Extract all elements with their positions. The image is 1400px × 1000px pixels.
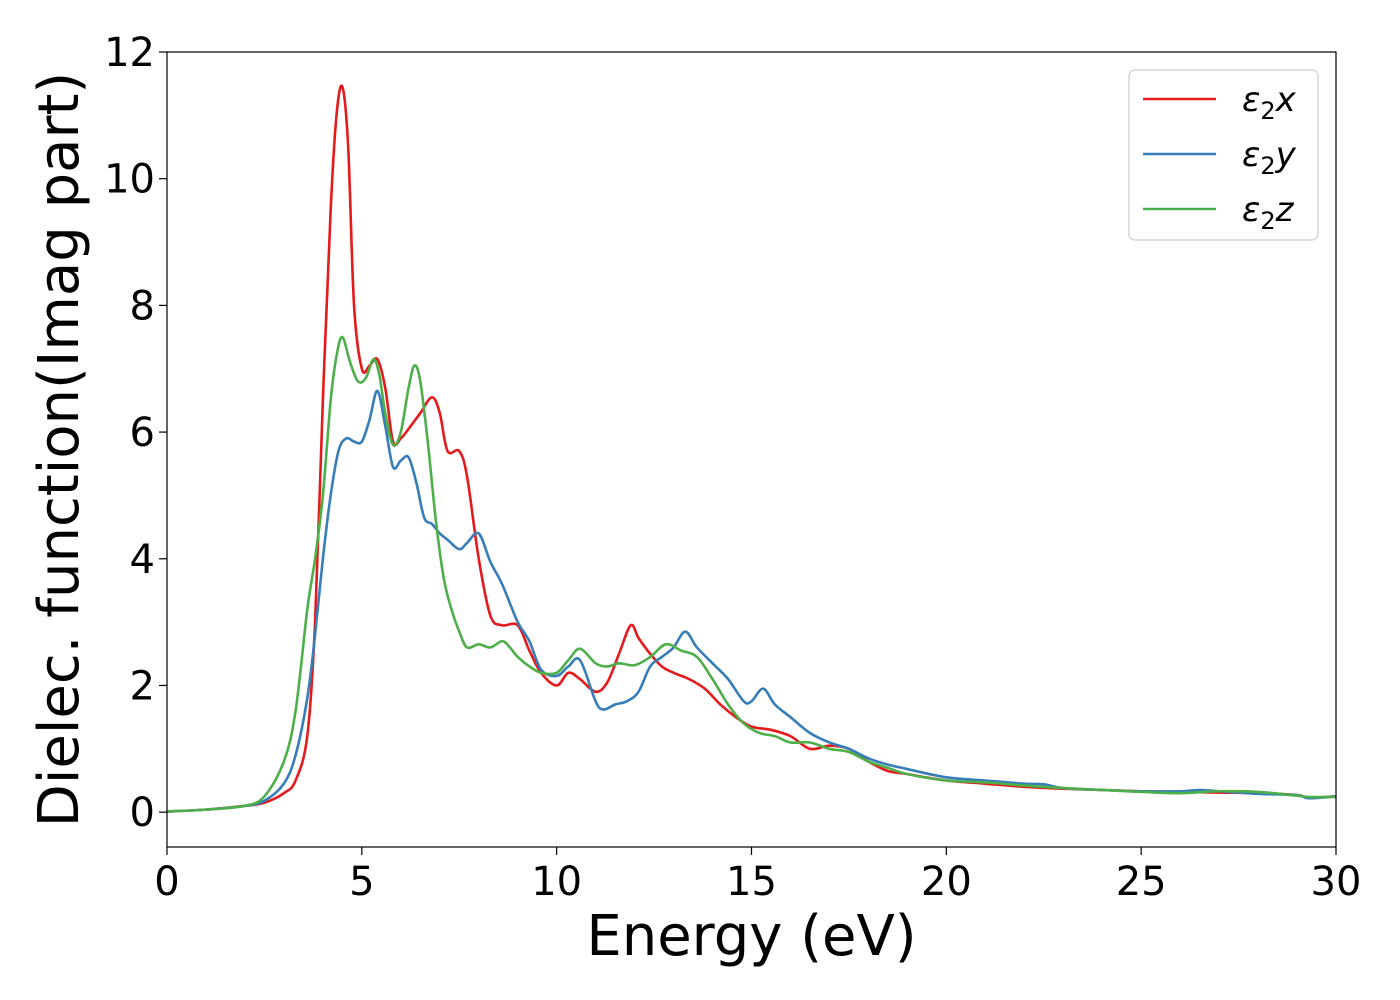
legend-component: y — [1275, 135, 1297, 175]
legend-subscript: 2 — [1260, 97, 1275, 125]
y-tick-label: 8 — [130, 283, 155, 329]
legend-label-y: ε2y — [1242, 135, 1297, 180]
y-axis-title: Dielec. function(Imag part) — [27, 72, 92, 828]
y-tick-label: 10 — [104, 157, 155, 203]
y-tick-label: 2 — [130, 663, 155, 709]
y-tick-label: 0 — [130, 790, 155, 836]
legend-epsilon: ε — [1242, 80, 1260, 120]
legend-epsilon: ε — [1242, 190, 1260, 230]
legend-label-z: ε2z — [1242, 190, 1295, 235]
x-tick-label: 10 — [531, 859, 582, 905]
x-tick-label: 20 — [921, 859, 972, 905]
series-line-y — [166, 389, 1337, 813]
legend-box — [1128, 69, 1319, 241]
series-line-z — [166, 335, 1337, 813]
y-tick-label: 6 — [130, 410, 155, 456]
legend-subscript: 2 — [1260, 152, 1275, 180]
legend-label-x: ε2x — [1242, 80, 1297, 125]
legend-component: x — [1275, 80, 1297, 120]
x-tick-label: 25 — [1116, 859, 1167, 905]
x-tick-label: 30 — [1311, 859, 1362, 905]
x-axis: 0 5 10 15 20 25 30 — [154, 847, 1361, 905]
legend-subscript: 2 — [1260, 207, 1275, 235]
y-tick-label: 4 — [130, 537, 155, 583]
y-axis: 0 2 4 6 8 10 12 — [104, 30, 167, 836]
x-tick-label: 15 — [726, 859, 777, 905]
legend-epsilon: ε — [1242, 135, 1260, 175]
legend-component: z — [1275, 190, 1295, 230]
x-tick-label: 0 — [154, 859, 179, 905]
x-axis-title: Energy (eV) — [586, 904, 916, 969]
x-tick-label: 5 — [349, 859, 374, 905]
series-layer — [166, 84, 1337, 813]
y-tick-label: 12 — [104, 30, 155, 76]
